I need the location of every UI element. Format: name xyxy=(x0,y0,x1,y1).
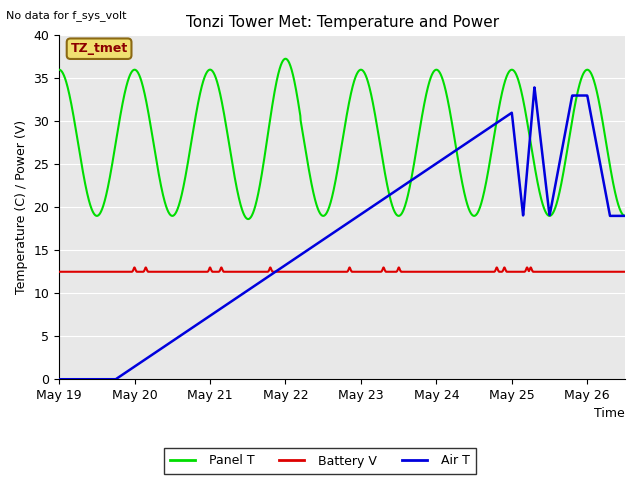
Text: TZ_tmet: TZ_tmet xyxy=(70,42,128,55)
Text: Time: Time xyxy=(595,407,625,420)
Legend:  Panel T,  Battery V,  Air T: Panel T, Battery V, Air T xyxy=(164,448,476,474)
Title: Tonzi Tower Met: Temperature and Power: Tonzi Tower Met: Temperature and Power xyxy=(186,15,499,30)
Y-axis label: Temperature (C) / Power (V): Temperature (C) / Power (V) xyxy=(15,120,28,294)
Text: No data for f_sys_volt: No data for f_sys_volt xyxy=(6,10,127,21)
